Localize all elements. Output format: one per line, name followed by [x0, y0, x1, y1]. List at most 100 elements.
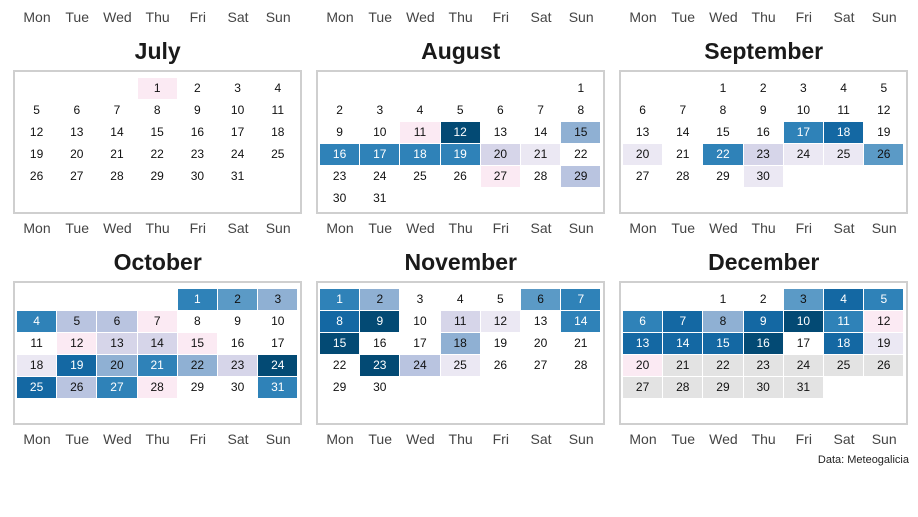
day-cell: 12: [17, 122, 57, 143]
day-cell: 9: [177, 100, 217, 121]
day-cell: 17: [783, 122, 823, 143]
day-cell: 5: [440, 100, 480, 121]
day-cell: 30: [743, 377, 783, 398]
source-note: Data: Meteogalicia: [817, 454, 909, 466]
day-cell: 4: [824, 78, 864, 99]
day-cell: 18: [258, 122, 298, 143]
weekday-label: Sat: [227, 9, 249, 25]
weekday-label: Fri: [795, 431, 812, 447]
day-cell: 30: [360, 377, 400, 398]
weekday-label: Fri: [189, 220, 206, 236]
day-cell: 22: [703, 355, 743, 376]
weekday-label: Thu: [448, 431, 473, 447]
weekday-label: Mon: [326, 9, 354, 25]
day-cell: 27: [623, 377, 663, 398]
weekday-label: Sat: [227, 220, 249, 236]
day-cell: 15: [320, 333, 360, 354]
day-cell: 19: [864, 333, 904, 354]
day-cell: 1: [703, 78, 743, 99]
day-cell: 23: [743, 144, 783, 165]
weekday-label: Tue: [671, 220, 695, 236]
day-cell: 8: [561, 100, 601, 121]
day-cell: 11: [258, 100, 298, 121]
day-cell: 15: [137, 122, 177, 143]
day-cell: 24: [360, 166, 400, 187]
month-title: November: [404, 249, 517, 275]
weekday-label: Tue: [368, 220, 392, 236]
day-cell: 31: [258, 377, 298, 398]
day-cell: 24: [218, 144, 258, 165]
day-cell: 11: [440, 311, 480, 332]
day-cell: 26: [480, 355, 520, 376]
day-cell: 15: [561, 122, 601, 143]
day-cell: 13: [623, 333, 663, 354]
weekday-label: Tue: [671, 9, 695, 25]
day-cell: 28: [97, 166, 137, 187]
day-cell: 12: [440, 122, 480, 143]
day-cell: 11: [824, 100, 864, 121]
day-cell: 18: [400, 144, 440, 165]
day-cell: 5: [480, 289, 520, 310]
day-cell: 12: [57, 333, 97, 354]
day-cell: 26: [440, 166, 480, 187]
day-cell: 1: [320, 289, 360, 310]
day-cell: 6: [480, 100, 520, 121]
weekday-label: Sun: [265, 431, 291, 447]
weekday-label: Mon: [23, 9, 51, 25]
day-cell: 17: [400, 333, 440, 354]
day-cell: 23: [320, 166, 360, 187]
day-cell: 23: [743, 355, 783, 376]
day-cell: 21: [663, 144, 703, 165]
day-cell: 23: [218, 355, 258, 376]
weekday-label: Thu: [145, 220, 170, 236]
month-grid: 1 2 3 4 5 6 7 8 9 10 11 12 13 14 15 16 17 18 19 20 21 22 23 24 2…: [619, 281, 909, 425]
day-cell: 16: [743, 333, 783, 354]
month-grid: 1 2 3 4 5 6 7 8 9 10 11 12 13 14 15 16 17 18 19 20 21 22 23 24 2…: [619, 70, 909, 214]
day-cell: 7: [137, 311, 177, 332]
weekday-label: Sat: [833, 9, 855, 25]
weekday-label: Sun: [568, 9, 594, 25]
day-cell: 10: [218, 100, 258, 121]
day-cell: 8: [703, 100, 743, 121]
day-cell: 29: [137, 166, 177, 187]
day-cell: 5: [864, 78, 904, 99]
day-cell: 13: [97, 333, 137, 354]
weekday-label: Thu: [145, 9, 170, 25]
day-cell: 22: [137, 144, 177, 165]
weekday-label: Thu: [751, 220, 776, 236]
weekday-label: Wed: [103, 220, 132, 236]
day-cell: 26: [17, 166, 57, 187]
day-cell: 1: [561, 78, 601, 99]
weekday-label: Fri: [795, 9, 812, 25]
weekday-label: Sat: [833, 431, 855, 447]
day-cell: 2: [360, 289, 400, 310]
day-cell: 20: [480, 144, 520, 165]
weekday-label: Tue: [671, 431, 695, 447]
day-cell: 4: [258, 78, 298, 99]
day-cell: 10: [360, 122, 400, 143]
day-cell: 10: [783, 100, 823, 121]
day-cell: 9: [320, 122, 360, 143]
weekday-label: Thu: [448, 9, 473, 25]
day-cell: 28: [137, 377, 177, 398]
day-cell: 17: [258, 333, 298, 354]
day-cell: 16: [360, 333, 400, 354]
weekday-label: Tue: [368, 431, 392, 447]
day-cell: 14: [663, 333, 703, 354]
weekday-label: Thu: [751, 431, 776, 447]
day-cell: 22: [177, 355, 217, 376]
day-cell: 8: [320, 311, 360, 332]
day-cell: 7: [663, 311, 703, 332]
day-cell: 2: [743, 289, 783, 310]
day-cell: 21: [97, 144, 137, 165]
day-cell: 28: [561, 355, 601, 376]
weekday-label: Mon: [326, 431, 354, 447]
month-grid: 1 2 3 4 5 6 7 8 9 10 11 12 13 14 15 16 17 18 19 20 21 22 23 24 2…: [13, 70, 303, 214]
weekday-label: Wed: [406, 9, 435, 25]
day-cell: 18: [824, 122, 864, 143]
weekday-label: Sat: [530, 431, 552, 447]
weekday-label: Wed: [709, 220, 738, 236]
day-cell: 25: [258, 144, 298, 165]
day-cell: 6: [97, 311, 137, 332]
